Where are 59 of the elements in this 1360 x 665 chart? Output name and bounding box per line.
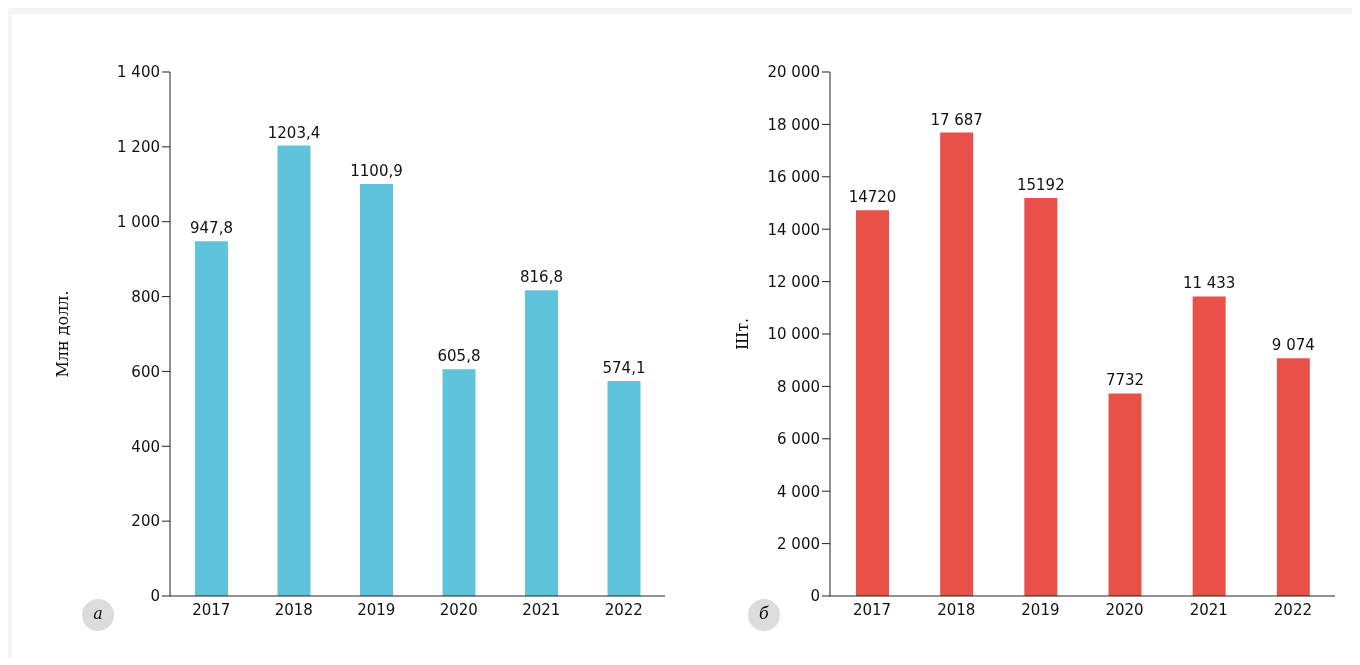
- data-label: 1100,9: [350, 161, 403, 180]
- data-label: 11 433: [1182, 274, 1236, 293]
- y-tick-label: 0: [810, 587, 820, 606]
- bar: [525, 290, 558, 596]
- data-label: 816,8: [520, 268, 563, 287]
- x-tick-label: 2017: [852, 600, 892, 619]
- data-label: 15192: [1016, 175, 1065, 194]
- y-tick-label: 8 000: [777, 377, 820, 396]
- x-tick-label: 2018: [274, 600, 313, 619]
- y-tick-label: 400: [131, 437, 160, 456]
- x-tick-label: 2017: [192, 600, 231, 619]
- bar: [1108, 393, 1142, 596]
- x-tick-label: 2018: [937, 600, 976, 619]
- y-tick-label: 200: [131, 512, 160, 531]
- data-label: 947,8: [190, 219, 233, 238]
- data-label: 7732: [1105, 371, 1145, 390]
- y-tick-label: 18 000: [767, 115, 820, 134]
- bar: [1024, 197, 1058, 596]
- y-tick-label: 600: [131, 362, 160, 381]
- x-tick-label: 2022: [1273, 600, 1313, 619]
- text: а: [92, 604, 104, 623]
- x-tick-label: 2019: [1021, 600, 1060, 619]
- bar: [442, 369, 476, 596]
- y-tick-label: 12 000: [767, 272, 820, 291]
- y-axis-title: Шт.: [732, 317, 752, 351]
- x-tick-label: 2021: [522, 600, 561, 619]
- y-tick-label: 800: [131, 287, 160, 306]
- bar: [1276, 358, 1310, 596]
- y-tick-label: 6 000: [777, 430, 820, 449]
- data-label: 1203,4: [267, 123, 321, 142]
- y-tick-label: 1 400: [117, 63, 160, 82]
- y-tick-label: 10 000: [767, 325, 820, 344]
- x-tick-label: 2021: [1189, 600, 1228, 619]
- y-tick-label: 1 200: [117, 138, 160, 157]
- y-tick-label: 0: [150, 587, 160, 606]
- x-tick-label: 2020: [439, 600, 478, 619]
- x-tick-label: 2022: [604, 600, 643, 619]
- x-tick-label: 2020: [1105, 600, 1144, 619]
- data-label: 17 687: [930, 110, 983, 129]
- y-tick-label: 4 000: [777, 482, 820, 501]
- y-tick-label: 20 000: [767, 63, 820, 82]
- bar: [1192, 296, 1226, 596]
- y-axis-title: Млн долл.: [52, 290, 72, 378]
- bar: [277, 145, 311, 596]
- data-label: 14720: [848, 188, 897, 207]
- bar: [607, 381, 641, 596]
- data-label: 605,8: [437, 347, 481, 366]
- bar: [360, 183, 393, 596]
- bar: [195, 241, 228, 596]
- bar: [856, 210, 889, 596]
- text: б: [758, 604, 770, 623]
- bar: [940, 132, 974, 596]
- data-label: 9 074: [1271, 336, 1315, 355]
- y-tick-label: 1 000: [117, 213, 160, 232]
- y-tick-label: 2 000: [777, 534, 820, 553]
- data-label: 574,1: [602, 359, 646, 378]
- x-tick-label: 2019: [357, 600, 396, 619]
- y-tick-label: 16 000: [767, 168, 820, 187]
- y-tick-label: 14 000: [767, 220, 820, 239]
